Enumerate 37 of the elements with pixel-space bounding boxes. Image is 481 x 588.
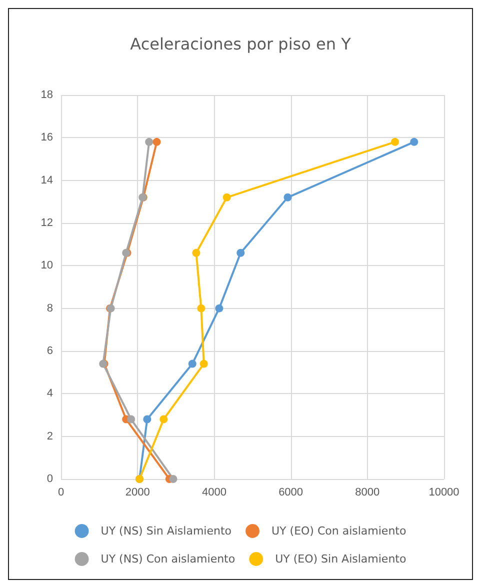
y-tick-label: 14 xyxy=(40,174,53,186)
x-tick-label: 8000 xyxy=(355,486,380,498)
point xyxy=(127,415,136,424)
y-tick-label: 0 xyxy=(46,473,53,485)
y-tick-label: 10 xyxy=(40,260,53,272)
y-tick-label: 16 xyxy=(40,132,53,144)
point xyxy=(215,304,224,312)
x-tick-label: 2000 xyxy=(125,486,150,498)
legend-label: UY (NS) Sin Aislamiento xyxy=(100,524,232,538)
point xyxy=(160,415,168,424)
x-tick-label: 4000 xyxy=(202,486,226,498)
point xyxy=(284,193,292,202)
y-tick-label: 2 xyxy=(46,430,53,442)
point xyxy=(192,248,200,257)
y-tick-label: 4 xyxy=(46,388,53,400)
x-tick-label: 0 xyxy=(58,486,64,498)
y-tick-label: 12 xyxy=(40,217,53,229)
legend-label: UY (NS) Con aislamiento xyxy=(100,552,236,566)
y-tick-label: 6 xyxy=(46,345,53,357)
chart-title: Aceleraciones por piso en Y xyxy=(130,34,352,54)
point xyxy=(200,360,208,368)
legend-label: UY (EO) Con aislamiento xyxy=(272,524,406,538)
point xyxy=(169,475,178,483)
point xyxy=(188,360,196,368)
legend-label: UY (EO) Sin Aislamiento xyxy=(275,552,406,566)
point xyxy=(197,304,206,312)
point xyxy=(410,138,418,146)
point xyxy=(390,138,399,146)
x-tick-label: 10000 xyxy=(428,486,460,498)
point xyxy=(222,193,231,202)
x-tick-label: 6000 xyxy=(278,486,304,498)
y-tick-label: 18 xyxy=(40,89,53,101)
point xyxy=(143,415,152,424)
point xyxy=(152,138,161,146)
y-tick-label: 8 xyxy=(46,302,53,314)
point xyxy=(236,248,245,257)
point xyxy=(145,138,154,146)
